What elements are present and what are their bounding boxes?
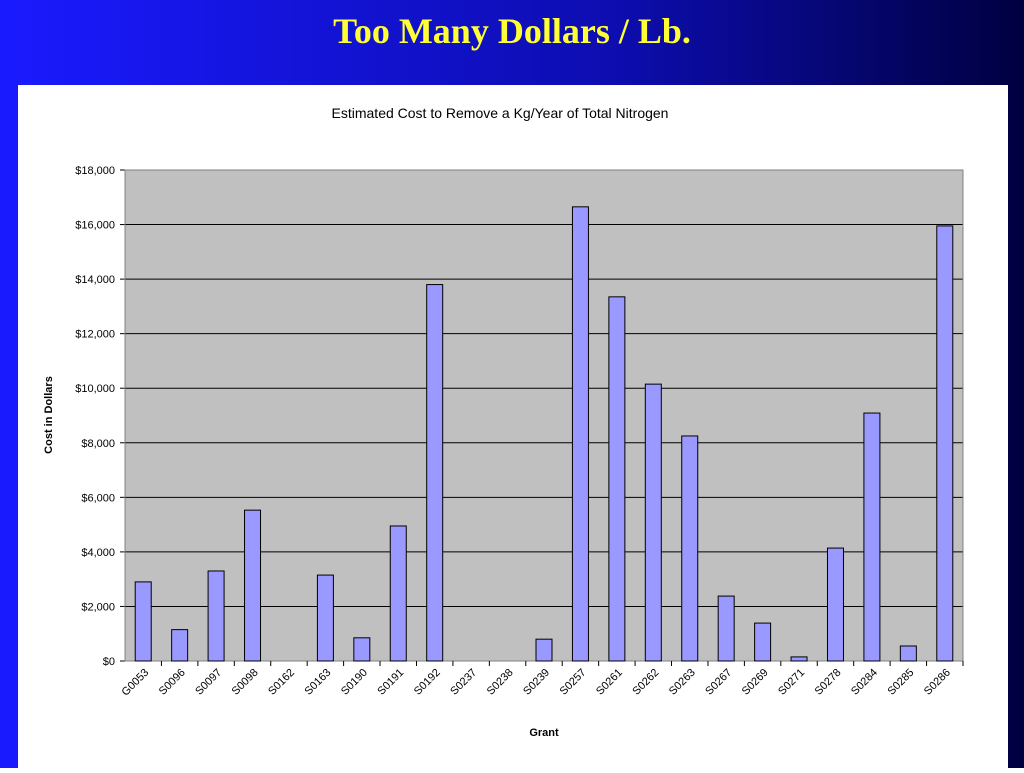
y-tick-label: $14,000: [75, 274, 115, 286]
x-tick-label: S0262: [630, 667, 661, 698]
x-tick-label: S0257: [558, 667, 589, 698]
x-tick-label: S0271: [776, 667, 807, 698]
x-tick-label: S0163: [303, 667, 334, 698]
x-tick-label: S0097: [193, 667, 224, 698]
bar: [754, 622, 772, 662]
y-tick-label: $16,000: [75, 220, 115, 232]
x-tick-label: S0285: [885, 667, 916, 698]
y-tick-label: $0: [103, 656, 115, 668]
y-tick-label: $8,000: [81, 438, 115, 450]
chart-panel: Estimated Cost to Remove a Kg/Year of To…: [18, 85, 1008, 768]
x-tick-label: S0096: [157, 667, 188, 698]
bar: [389, 525, 407, 662]
x-tick-label: S0284: [849, 667, 880, 698]
bar: [681, 435, 699, 662]
bar: [863, 412, 881, 662]
bar: [571, 206, 589, 662]
x-tick-label: S0263: [667, 667, 698, 698]
y-axis-label: Cost in Dollars: [43, 376, 55, 454]
bar: [353, 637, 371, 662]
x-tick-label: S0098: [230, 667, 261, 698]
y-tick-label: $4,000: [81, 547, 115, 559]
x-tick-label: S0192: [412, 667, 443, 698]
x-tick-label: S0267: [703, 667, 734, 698]
x-tick-label: S0191: [375, 667, 406, 698]
y-tick-label: $10,000: [75, 383, 115, 395]
chart-title: Estimated Cost to Remove a Kg/Year of To…: [332, 105, 669, 121]
x-axis-label: Grant: [529, 727, 559, 739]
x-tick-label: S0278: [813, 667, 844, 698]
bar: [717, 595, 735, 662]
bar: [936, 225, 954, 662]
bar: [644, 383, 662, 662]
y-tick-label: $2,000: [81, 601, 115, 613]
x-tick-label: S0238: [485, 667, 516, 698]
x-tick-label: S0261: [594, 667, 625, 698]
y-tick-label: $18,000: [75, 165, 115, 177]
x-tick-label: G0053: [119, 667, 151, 699]
y-tick-label: $12,000: [75, 329, 115, 341]
x-tick-label: S0237: [448, 667, 479, 698]
bar: [244, 509, 262, 662]
bar: [535, 638, 553, 662]
x-tick-label: S0239: [521, 667, 552, 698]
x-tick-label: S0286: [922, 667, 953, 698]
bar: [826, 547, 844, 662]
x-tick-label: S0190: [339, 667, 370, 698]
bar: [207, 570, 225, 662]
x-tick-label: S0162: [266, 667, 297, 698]
bar: [134, 581, 152, 662]
x-tick-label: S0269: [740, 667, 771, 698]
plot-area: [125, 170, 963, 661]
bar: [899, 645, 917, 662]
slide-title: Too Many Dollars / Lb.: [333, 11, 691, 51]
chart: Estimated Cost to Remove a Kg/Year of To…: [43, 105, 964, 739]
bar: [426, 284, 444, 662]
bar: [608, 296, 626, 662]
bar: [790, 656, 808, 662]
bar: [171, 629, 189, 662]
bar: [316, 574, 334, 662]
y-tick-label: $6,000: [81, 492, 115, 504]
